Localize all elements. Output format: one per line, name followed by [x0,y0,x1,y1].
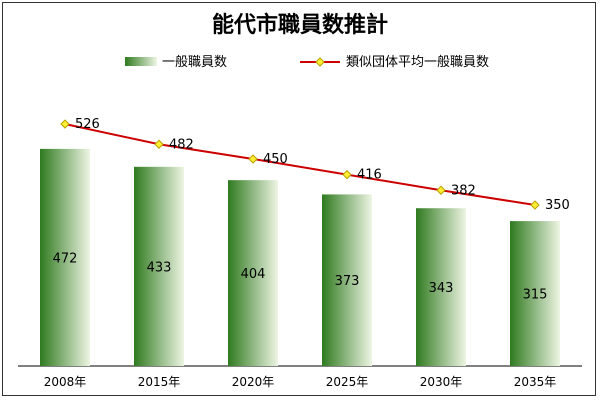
legend-bar-label: 一般職員数 [162,54,227,70]
bar [134,166,184,366]
line-value-label: 526 [75,117,100,132]
bar-value-label: 315 [523,288,548,303]
chart-title: 能代市職員数推計 [212,12,388,38]
x-tick-label: 2020年 [232,375,275,389]
x-tick-label: 2015年 [138,375,181,389]
line-value-label: 382 [451,183,476,198]
bar-value-label: 404 [241,267,266,282]
x-tick-label: 2035年 [514,375,557,389]
bar-value-label: 433 [147,260,172,275]
line-value-label: 450 [263,152,288,167]
line-value-label: 482 [169,137,194,152]
legend-bar-swatch [125,57,157,66]
bar-value-label: 472 [53,251,78,266]
line-point [342,169,352,180]
line-point [530,200,540,210]
bar [228,180,278,366]
x-tick-label: 2025年 [326,375,369,389]
line-point [60,119,70,129]
bar-value-label: 373 [335,274,360,289]
line-value-label: 350 [545,198,570,213]
line-series [64,123,536,206]
bar [40,148,90,366]
plot-area: 472 2008年 433 2015年 404 2020年 373 2025年 343 2030年… [18,117,582,389]
bar [416,208,466,366]
legend: 一般職員数 類似団体平均一般職員数 [125,54,489,70]
x-tick-label: 2008年 [44,375,87,389]
line-point [436,185,446,195]
line-point [248,154,258,164]
bar [510,221,560,366]
bar-value-label: 343 [429,281,454,296]
line-value-label: 416 [357,168,382,183]
legend-line-label: 類似団体平均一般職員数 [346,54,489,70]
x-tick-label: 2030年 [420,375,463,389]
line-point [154,139,164,149]
legend-line-marker [315,57,325,67]
bar [322,194,372,366]
